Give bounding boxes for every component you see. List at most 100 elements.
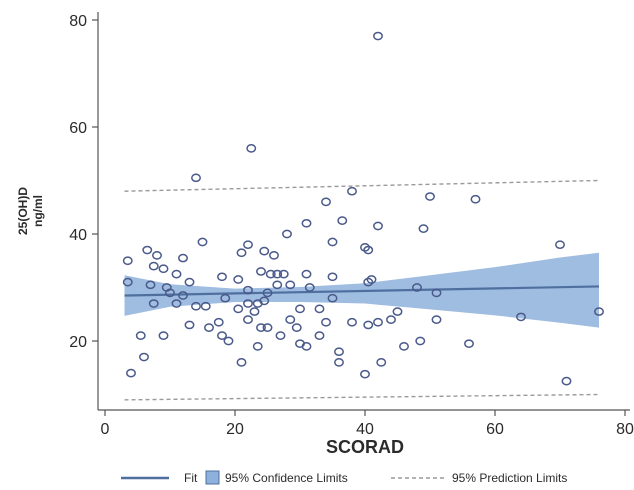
data-point [337, 216, 348, 225]
data-point [158, 331, 169, 340]
data-point [555, 240, 565, 250]
legend-confidence-swatch [205, 470, 220, 485]
data-point [171, 269, 182, 279]
data-point [415, 336, 426, 346]
data-point [366, 275, 377, 284]
data-point [321, 197, 331, 207]
y-axis-title-line2: ng/ml [31, 195, 45, 227]
fit-line-layer [124, 285, 600, 297]
data-point [126, 368, 136, 378]
data-point [399, 342, 409, 351]
prediction-limits-layer [124, 179, 600, 401]
data-point [516, 312, 526, 322]
data-point [139, 352, 149, 362]
data-point [431, 315, 442, 324]
data-point [291, 323, 302, 332]
x-tick-label: 60 [486, 421, 504, 438]
data-point [301, 218, 312, 228]
data-point [178, 253, 188, 263]
data-point [314, 331, 325, 340]
data-point [236, 358, 247, 367]
y-axis-title: 25(OH)D ng/ml [16, 187, 45, 235]
data-point [392, 307, 403, 316]
y-tick-label: 40 [69, 227, 87, 244]
prediction-limit-upper [124, 179, 600, 192]
data-point [265, 269, 276, 279]
data-point [249, 307, 260, 316]
data-point [191, 301, 201, 311]
x-tick-label: 80 [616, 421, 634, 438]
data-point [252, 342, 263, 351]
data-point [233, 275, 244, 284]
data-point [301, 342, 312, 351]
data-point [360, 243, 370, 252]
data-point [171, 299, 182, 308]
data-point [278, 269, 289, 279]
data-point [360, 369, 370, 379]
data-point [191, 173, 201, 183]
data-point [412, 283, 422, 292]
fit-line [124, 285, 600, 297]
data-point [259, 246, 270, 256]
data-point [327, 237, 338, 247]
data-point [321, 317, 331, 327]
data-point [184, 277, 195, 287]
data-point [262, 288, 273, 298]
y-tick-label: 20 [69, 334, 87, 351]
data-point [295, 304, 305, 314]
data-point [252, 299, 263, 308]
data-point [256, 323, 266, 332]
data-point [285, 280, 296, 290]
data-point [148, 299, 159, 308]
y-tick-label: 80 [69, 13, 87, 30]
data-point [178, 291, 188, 300]
data-point [135, 331, 146, 340]
data-point [236, 248, 247, 258]
data-point [376, 358, 387, 367]
data-point [561, 376, 572, 386]
data-point [148, 261, 159, 271]
data-point [314, 304, 325, 314]
data-point [386, 315, 396, 324]
data-point [165, 288, 175, 298]
data-point [217, 272, 227, 282]
data-point [243, 240, 253, 250]
data-point [464, 339, 474, 349]
data-point [275, 331, 286, 340]
data-point [243, 285, 253, 295]
data-point [213, 317, 224, 327]
data-point [233, 304, 244, 314]
data-point [363, 277, 374, 287]
data-point [184, 320, 195, 330]
data-point [363, 320, 374, 330]
data-point [220, 293, 231, 303]
legend-confidence-label: 95% Confidence Limits [225, 471, 348, 485]
data-point [327, 293, 338, 303]
data-point [243, 315, 253, 324]
data-point [217, 331, 227, 340]
data-point [304, 283, 315, 292]
y-tick-label: 60 [69, 120, 87, 137]
data-points-layer [122, 31, 604, 386]
plot-area [122, 31, 604, 401]
data-point [223, 336, 234, 346]
data-point [272, 280, 283, 290]
data-point [122, 256, 133, 266]
data-point [269, 251, 279, 260]
y-axis-title-line1: 25(OH)D [16, 187, 30, 235]
data-point [272, 269, 283, 279]
data-point [347, 186, 357, 196]
prediction-limit-lower [124, 393, 600, 401]
legend-fit-label: Fit [184, 471, 198, 485]
legend: Fit 95% Confidence Limits 95% Prediction… [121, 470, 567, 485]
axis-ticks: 0 20 40 60 80 20 40 60 80 [69, 13, 634, 438]
data-point [262, 323, 273, 332]
data-point [373, 221, 383, 231]
data-point [334, 347, 344, 357]
x-tick-label: 40 [356, 421, 374, 438]
data-point [246, 144, 257, 153]
data-point [347, 317, 357, 327]
data-point [301, 269, 312, 279]
data-point [200, 301, 211, 311]
